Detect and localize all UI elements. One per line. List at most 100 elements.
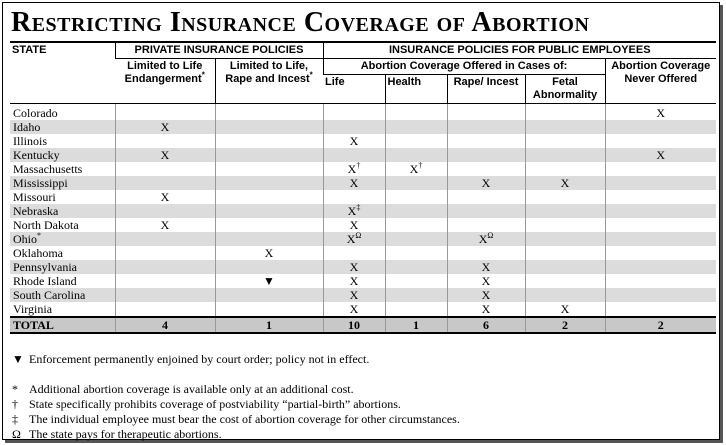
state-cell: Idaho (10, 120, 115, 134)
table-cell (322, 246, 385, 260)
table-cell (604, 260, 716, 274)
table-cell (524, 288, 605, 302)
title: Restricting Insurance Coverage of Aborti… (11, 7, 590, 38)
table-row: North Dakota X X (10, 218, 716, 232)
table-cell (114, 302, 215, 317)
table-cell (604, 274, 716, 288)
table-row: Oklahoma X (10, 246, 716, 260)
frame: Restricting Insurance Coverage of Aborti… (2, 2, 720, 442)
table-cell (384, 204, 447, 218)
table-cell (524, 246, 605, 260)
footnotes: ▼ Enforcement permanently enjoined by cou… (12, 352, 460, 442)
footnote-mark: ‡ (356, 203, 361, 212)
table-cell: X (114, 218, 215, 232)
state-cell: Colorado (13, 106, 58, 120)
table-row: Illinois X (10, 134, 716, 148)
total-cell: 6 (446, 316, 525, 334)
table-cell: X (604, 148, 716, 162)
total-cell: 4 (114, 316, 215, 334)
table-row: Massachusetts X† X† (10, 162, 716, 176)
table-body: Colorado X Idaho X Illinois X Kentucky X X Massac… (10, 103, 716, 334)
table-cell (114, 232, 215, 246)
header-cell: STATE (10, 41, 115, 104)
footnote-mark: * (37, 231, 41, 240)
table-cell (446, 134, 525, 148)
table-cell: X (322, 218, 385, 232)
table-cell (604, 218, 716, 232)
table-cell: X (446, 176, 525, 190)
footnote-text: The state pays for therapeutic abortions… (29, 427, 222, 441)
footnote-text: State specifically prohibits coverage of… (29, 397, 401, 411)
footnote-symbol: ▼ (12, 352, 24, 366)
total-cell: 1 (384, 316, 447, 334)
total-cell: 2 (604, 316, 716, 334)
table-cell (604, 204, 716, 218)
table-cell (604, 162, 716, 176)
footnote-mark: * (201, 70, 205, 80)
cell-text: X (346, 232, 356, 246)
table-cell (214, 134, 323, 148)
header-cell: Abortion Coverage Never Offered (604, 58, 716, 104)
table-cell (322, 120, 385, 134)
state-cell: Kentucky (10, 148, 115, 162)
footnote: * Additional abortion coverage is availab… (12, 382, 460, 397)
state-cell: Pennsylvania (10, 260, 115, 274)
table-cell (446, 103, 525, 120)
table-row: Rhode Island ▼ X X (10, 274, 716, 288)
table-cell: X (114, 148, 215, 162)
table-cell (604, 134, 716, 148)
table-cell (604, 302, 716, 317)
table-cell: X (524, 302, 605, 317)
table-cell (384, 134, 447, 148)
state-cell: North Dakota (13, 218, 79, 232)
footnote-symbol: ‡ (12, 412, 18, 426)
table-cell (322, 190, 385, 204)
table-cell (114, 134, 215, 148)
footnote: ‡ The individual employee must bear the c… (12, 412, 460, 427)
table-cell (114, 162, 215, 176)
table-cell (114, 103, 215, 120)
table-cell (114, 274, 215, 288)
table-row: Colorado X (10, 103, 716, 120)
state-cell: Oklahoma (13, 246, 63, 260)
total-cell: TOTAL (10, 316, 115, 334)
table-cell (604, 232, 716, 246)
table-cell (446, 218, 525, 232)
table-cell: X (322, 260, 385, 274)
table-row: Pennsylvania X X (10, 260, 716, 274)
header-text: Limited to Life Endangerment (124, 60, 203, 85)
table-cell (384, 246, 447, 260)
table-cell: X† (322, 161, 385, 176)
header-cell: Rape/ Incest (446, 74, 525, 104)
table-cell (214, 176, 323, 190)
table-cell (114, 288, 215, 302)
footnote-mark: † (356, 161, 361, 170)
header-text: Limited to Life, Rape and Incest (225, 60, 310, 85)
table-cell (114, 260, 215, 274)
state-cell: Rhode Island (13, 274, 77, 288)
table-cell (114, 176, 215, 190)
table-cell: X (446, 260, 525, 274)
table-cell: X (322, 274, 385, 288)
table-cell (214, 190, 323, 204)
table-cell (446, 190, 525, 204)
table-cell: X (214, 246, 323, 260)
state-cell: Mississippi (10, 176, 115, 190)
table-cell (524, 134, 605, 148)
table-cell: X (446, 288, 525, 302)
header-cell: INSURANCE POLICIES FOR PUBLIC EMPLOYEES (322, 41, 716, 59)
table-cell (114, 246, 215, 260)
table-cell (604, 288, 716, 302)
table-cell (384, 218, 447, 232)
table-cell (384, 148, 447, 162)
table-cell: X (604, 103, 716, 120)
footnote-mark: Ω (487, 231, 494, 240)
header-cell: PRIVATE INSURANCE POLICIES (114, 41, 323, 59)
table-cell (524, 120, 605, 134)
table-cell (524, 232, 605, 246)
header-cell: Limited to Life, Rape and Incest* (214, 58, 323, 104)
footnote-mark: Ω (355, 231, 362, 240)
cell-text: X (409, 162, 419, 176)
table: STATE PRIVATE INSURANCE POLICIES INSURAN… (10, 41, 716, 334)
total-cell: 2 (524, 316, 605, 334)
